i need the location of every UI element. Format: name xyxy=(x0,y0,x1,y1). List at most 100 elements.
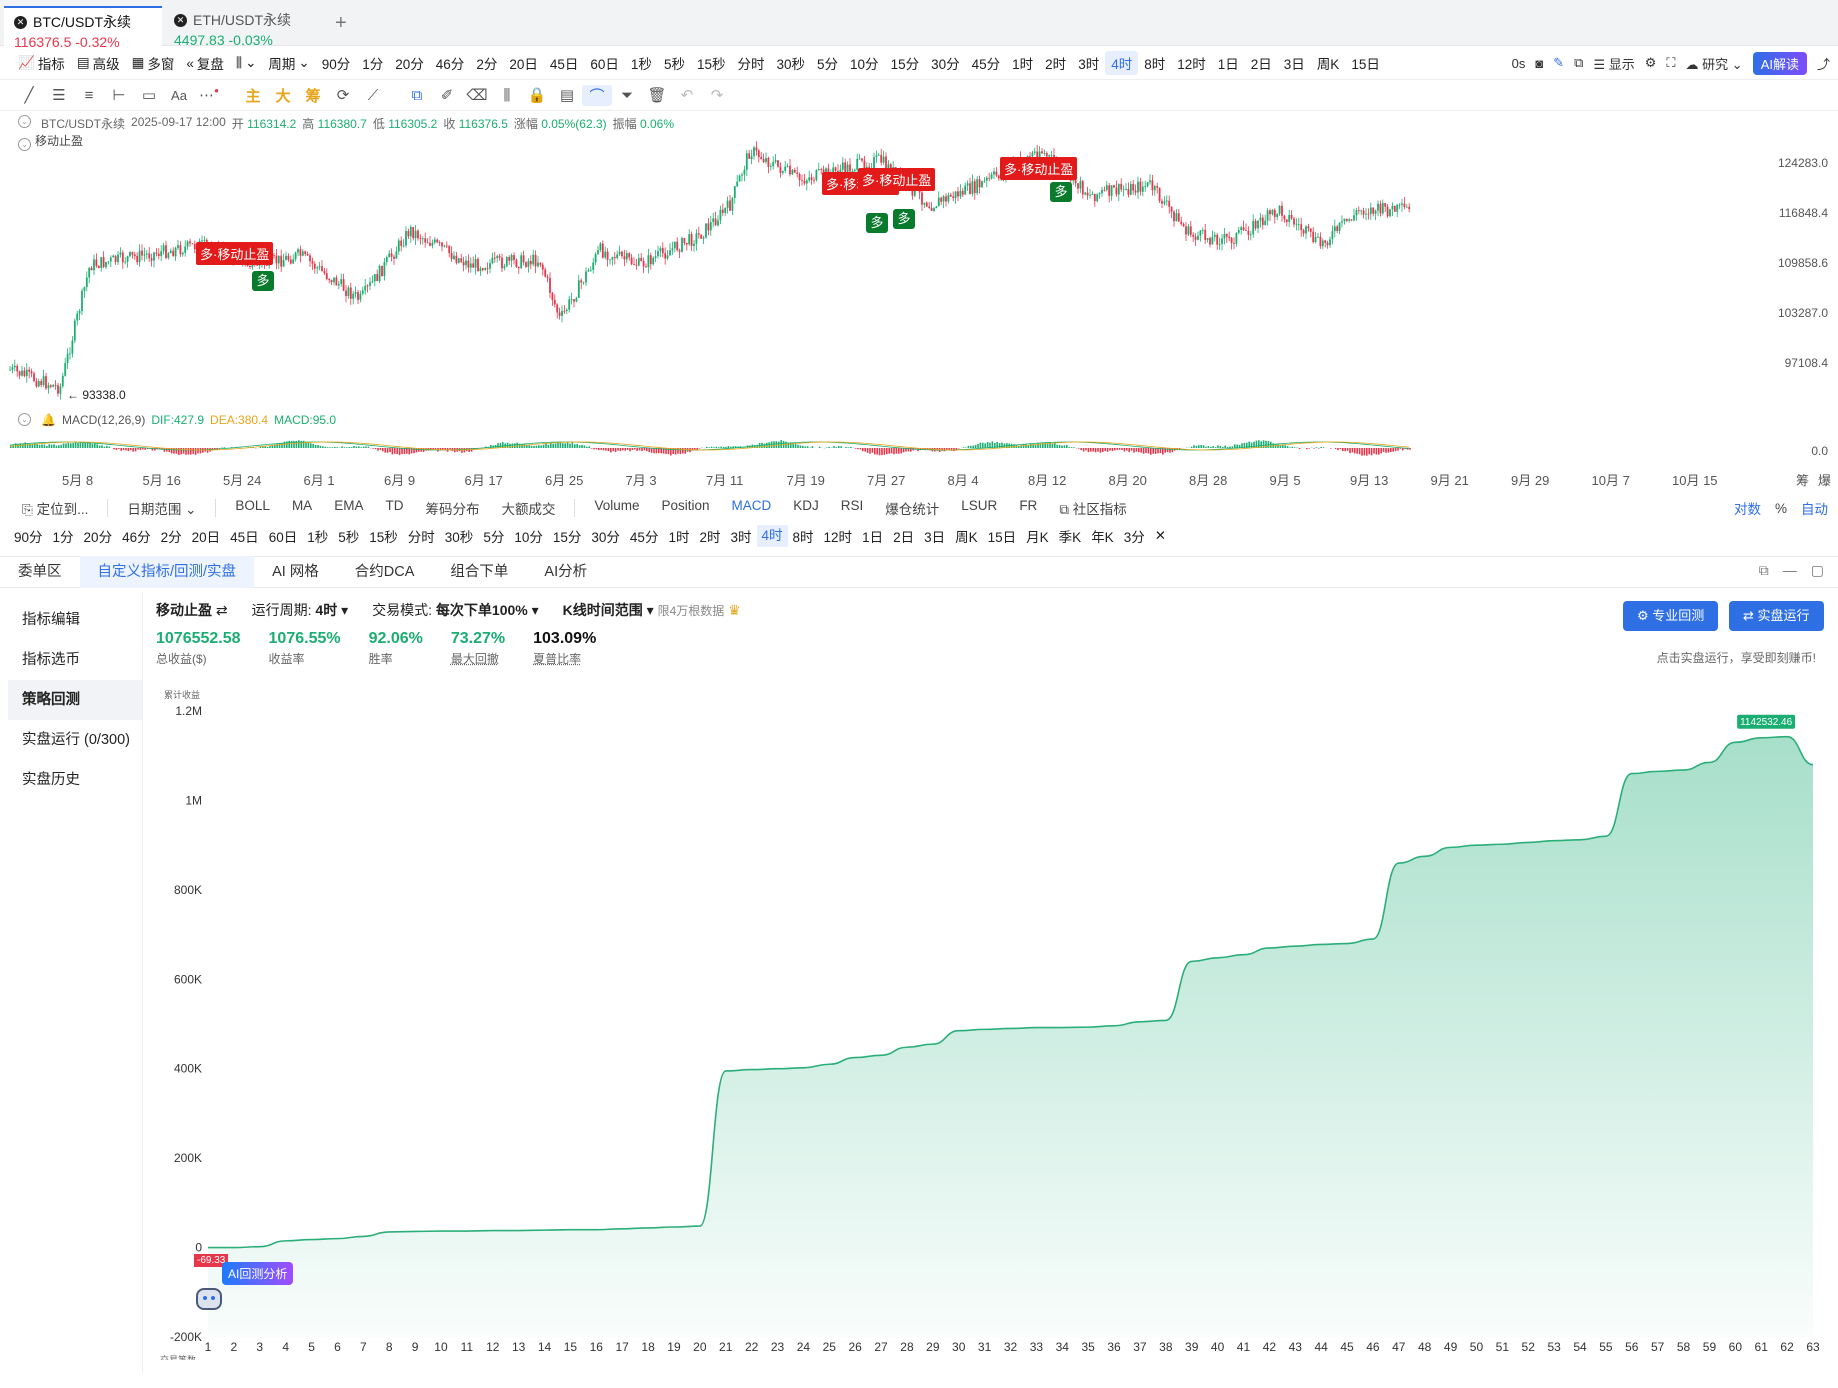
period-option[interactable]: 年K xyxy=(1091,530,1114,545)
period-option[interactable]: 2分 xyxy=(476,57,498,72)
period-option[interactable]: 20分 xyxy=(395,57,424,72)
buy-signal[interactable]: 多 xyxy=(893,209,915,229)
close-icon[interactable]: ✕ xyxy=(174,13,187,27)
replay-button[interactable]: «复盘 xyxy=(186,55,224,73)
share-icon[interactable]: ⤴ xyxy=(1816,56,1830,72)
indicator-button[interactable]: 📈 指标 xyxy=(18,55,65,72)
period-option[interactable]: 60日 xyxy=(590,57,619,72)
main-force-icon[interactable]: 主 xyxy=(245,87,261,105)
lock-icon[interactable]: 🔒 xyxy=(527,87,547,104)
trend-line-icon[interactable]: ╱ xyxy=(24,87,34,104)
maximize-icon[interactable]: ▢ xyxy=(1810,562,1824,578)
ai-backtest-analysis-button[interactable]: AI回测分析 xyxy=(222,1262,294,1285)
period-option[interactable]: 2时 xyxy=(1045,57,1067,72)
close-icon[interactable]: ✕ xyxy=(1154,528,1167,543)
period-option[interactable]: 10分 xyxy=(850,57,879,72)
kline-range-dropdown[interactable]: K线时间范围 ▾ 限4万根数据 ♛ xyxy=(562,602,741,618)
minimize-icon[interactable]: — xyxy=(1782,562,1797,578)
rotate-icon[interactable]: ⟳ xyxy=(336,87,350,104)
horizontal-line-icon[interactable]: ⊢ xyxy=(112,87,126,104)
period-dropdown[interactable]: 周期 ⌄ xyxy=(268,55,310,72)
ruler-icon[interactable]: ⟋ xyxy=(367,86,379,104)
strategy-name[interactable]: 移动止盈 ⇄ xyxy=(156,602,228,618)
period-option[interactable]: 3日 xyxy=(1283,57,1305,72)
add-tab-icon[interactable]: + xyxy=(335,12,347,34)
sub-indicator-option[interactable]: Position xyxy=(661,498,710,513)
period-option[interactable]: 2日 xyxy=(893,530,915,545)
period-option[interactable]: 3日 xyxy=(924,530,946,545)
period-option[interactable]: 46分 xyxy=(122,530,151,545)
bars-icon[interactable]: ⫼ xyxy=(503,86,511,104)
overlay-indicator-label[interactable]: ⌄ 移动止盈 xyxy=(18,132,83,151)
parallel-lines-icon[interactable]: ☰ xyxy=(52,87,66,104)
copy-icon[interactable]: ⧉ xyxy=(411,86,423,104)
more-icon[interactable]: ⋯● xyxy=(199,86,219,104)
settings-icon[interactable]: ⚙ xyxy=(1644,55,1657,70)
period-option[interactable]: 20分 xyxy=(83,530,113,545)
period-option[interactable]: 5分 xyxy=(483,530,505,545)
bottom-tab[interactable]: 自定义指标/回测/实盘 xyxy=(79,556,255,588)
popout-icon[interactable]: ⧉ xyxy=(1574,55,1584,70)
research-button[interactable]: ☁ 研究 ⌄ xyxy=(1685,56,1743,72)
period-option[interactable]: 分时 xyxy=(407,530,435,545)
sub-indicator-option[interactable]: KDJ xyxy=(793,498,819,513)
period-option[interactable]: 2分 xyxy=(160,530,182,545)
robot-icon[interactable] xyxy=(196,1288,222,1310)
magnet-icon[interactable]: ⌒ xyxy=(582,84,612,106)
brush-icon[interactable]: ✐ xyxy=(440,87,454,104)
auto-scale-toggle[interactable]: 自动 xyxy=(1801,502,1828,517)
period-option[interactable]: 12时 xyxy=(823,530,853,545)
note-icon[interactable]: ▤ xyxy=(559,87,575,104)
period-option[interactable]: 60日 xyxy=(268,530,298,545)
period-option[interactable]: 3时 xyxy=(730,530,752,545)
chevron-down-icon[interactable]: ⌄ xyxy=(18,115,31,128)
period-option[interactable]: 周K xyxy=(1316,57,1340,72)
sell-signal[interactable]: 多·移动止盈 xyxy=(1000,157,1078,180)
chevron-down-icon[interactable]: ⌄ xyxy=(18,413,31,426)
bottom-tab[interactable]: AI 网格 xyxy=(272,564,319,580)
period-option[interactable]: 1分 xyxy=(52,530,74,545)
chip-icon[interactable]: 筹 xyxy=(305,87,321,105)
period-option[interactable]: 30分 xyxy=(931,57,960,72)
sidebar-item[interactable]: 实盘历史 xyxy=(22,772,80,788)
period-option[interactable]: 2时 xyxy=(699,530,721,545)
period-option[interactable]: 90分 xyxy=(321,57,351,72)
period-option[interactable]: 45日 xyxy=(549,57,579,72)
bell-icon[interactable]: 🔔 xyxy=(41,413,56,427)
fullscreen-icon[interactable]: ⛶ xyxy=(1666,55,1676,70)
period-option[interactable]: 46分 xyxy=(435,57,465,72)
advanced-button[interactable]: ▤ 高级 xyxy=(76,55,120,72)
period-option[interactable]: 15秒 xyxy=(696,57,726,72)
pro-backtest-button[interactable]: ⚙ 专业回测 xyxy=(1623,601,1719,631)
log-scale-toggle[interactable]: 对数 xyxy=(1733,502,1761,517)
chevron-down-icon[interactable]: ⌄ xyxy=(18,138,31,151)
period-option[interactable]: 45分 xyxy=(971,57,1001,72)
sell-signal[interactable]: 多·移动止盈 xyxy=(858,168,936,191)
period-option[interactable]: 1日 xyxy=(1217,57,1239,72)
date-range-dropdown[interactable]: 日期范围 ⌄ xyxy=(127,502,197,517)
bottom-tab[interactable]: 委单区 xyxy=(18,564,62,580)
rectangle-icon[interactable]: ▭ xyxy=(141,87,157,104)
live-run-button[interactable]: ⇄ 实盘运行 xyxy=(1729,601,1824,631)
period-option[interactable]: 2日 xyxy=(1250,57,1272,72)
period-option[interactable]: 月K xyxy=(1026,530,1049,545)
sidebar-item[interactable]: 策略回测 xyxy=(8,680,142,720)
period-option[interactable]: 1秒 xyxy=(630,57,652,72)
trash-icon[interactable]: 🗑 xyxy=(647,87,667,104)
period-option[interactable]: 15分 xyxy=(552,530,582,545)
period-option[interactable]: 12时 xyxy=(1177,57,1206,72)
period-option[interactable]: 周K xyxy=(955,530,978,545)
close-icon[interactable]: ✕ xyxy=(14,15,27,29)
locate-button[interactable]: ⎘ 定位到... xyxy=(22,502,89,517)
period-option[interactable]: 30秒 xyxy=(444,530,474,545)
bottom-tab[interactable]: 组合下单 xyxy=(450,564,509,580)
period-option[interactable]: 30分 xyxy=(591,530,620,545)
period-option[interactable]: 15日 xyxy=(987,530,1017,545)
period-option[interactable]: 1日 xyxy=(862,530,884,545)
period-option[interactable]: 20日 xyxy=(191,530,221,545)
multi-window-button[interactable]: ▦ 多窗 xyxy=(131,55,175,72)
cycle-dropdown[interactable]: 运行周期: 4时 ▾ xyxy=(251,602,349,618)
period-option[interactable]: 4时 xyxy=(756,525,788,547)
sub-indicator-option[interactable]: MACD xyxy=(731,498,772,513)
